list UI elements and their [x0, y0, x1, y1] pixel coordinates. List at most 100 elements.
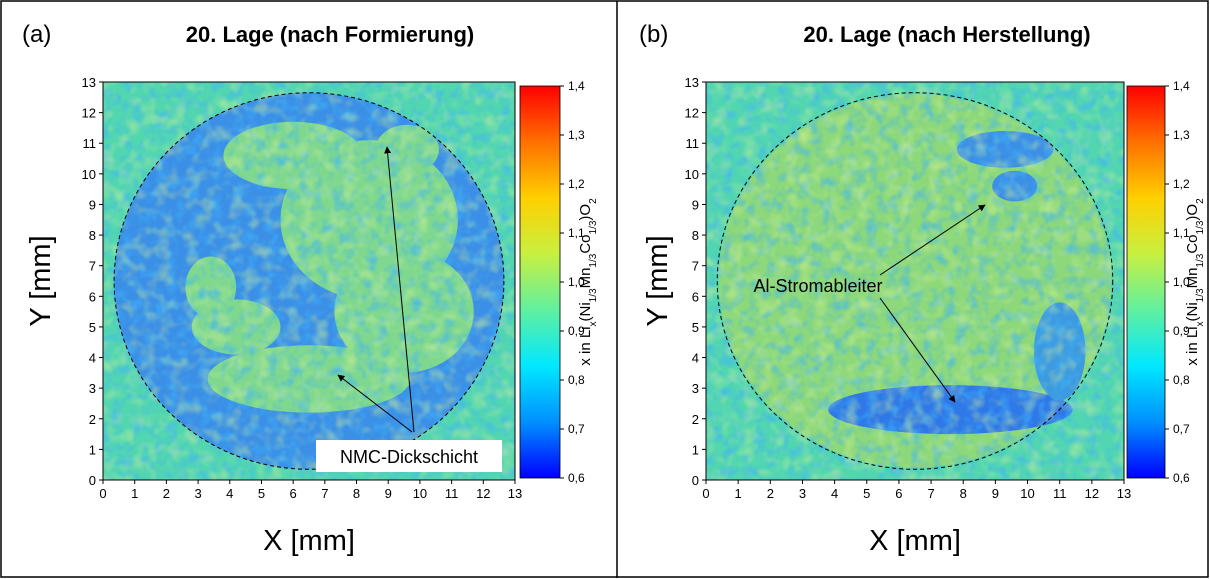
x-tick-label: 10 — [1020, 486, 1034, 501]
heatmap — [103, 82, 515, 480]
y-tick-label: 9 — [89, 197, 96, 212]
y-tick-label: 1 — [692, 442, 699, 457]
y-axis-label: Y [mm] — [642, 235, 674, 326]
x-tick-label: 6 — [895, 486, 902, 501]
plot-frame — [102, 81, 516, 481]
x-tick-label: 3 — [194, 486, 201, 501]
texture — [103, 82, 515, 480]
x-tick-label: 0 — [702, 486, 709, 501]
texture — [706, 82, 1124, 480]
annotation: Al-Stromableiter — [753, 276, 882, 296]
colorbar-tick-label: 1,0 — [1173, 275, 1190, 289]
x-tick-label: 2 — [767, 486, 774, 501]
y-tick-label: 8 — [89, 228, 96, 243]
colorbar-tick-label: 1,2 — [1173, 177, 1190, 191]
y-tick-label: 1 — [89, 442, 96, 457]
y-tick-label: 3 — [89, 381, 96, 396]
chart-title: 20. Lage (nach Formierung) — [186, 22, 475, 47]
colorbar-label-part: x in Li — [1184, 326, 1201, 365]
colorbar-tick-label: 0,9 — [568, 324, 585, 338]
colorbar-label-part: Mn — [577, 268, 594, 289]
panel-label: (a) — [22, 21, 51, 48]
colorbar-label-part: )O — [577, 204, 594, 221]
plot-frame — [705, 81, 1125, 481]
colorbar-label-part: (Ni — [1184, 302, 1201, 321]
x-tick-label: 9 — [992, 486, 999, 501]
colorbar-tick-label: 0,8 — [1173, 373, 1190, 387]
x-tick-label: 9 — [385, 486, 392, 501]
x-tick-label: 13 — [1117, 486, 1131, 501]
colorbar-label-part: 1/3 — [1195, 220, 1206, 234]
y-tick-label: 6 — [692, 289, 699, 304]
x-tick-label: 12 — [1085, 486, 1099, 501]
electrode-outline — [113, 92, 505, 470]
colorbar-label-part: Co — [577, 234, 594, 253]
arrow — [384, 146, 415, 433]
colorbar-tick-label: 0,6 — [568, 471, 585, 485]
y-tick-label: 0 — [692, 473, 699, 488]
colorbar-label-part: Mn — [1184, 268, 1201, 289]
chart-title: 20. Lage (nach Herstellung) — [803, 22, 1090, 47]
y-tick-label: 10 — [685, 167, 699, 182]
x-tick-label: 13 — [508, 486, 522, 501]
y-tick-label: 2 — [692, 412, 699, 427]
arrow — [879, 297, 956, 403]
colorbar-tick-label: 1,2 — [568, 177, 585, 191]
x-tick-label: 1 — [735, 486, 742, 501]
colorbar-label-part: 1/3 — [588, 220, 599, 234]
colorbar-label-part: 1/3 — [1195, 253, 1206, 267]
colorbar-label-part: x — [588, 321, 599, 326]
y-tick-label: 11 — [686, 136, 700, 151]
x-tick-label: 2 — [163, 486, 170, 501]
x-tick-label: 3 — [799, 486, 806, 501]
x-tick-label: 1 — [131, 486, 138, 501]
y-tick-label: 11 — [83, 136, 97, 151]
colorbar — [519, 85, 561, 479]
arrow — [879, 204, 986, 276]
y-axis-label: Y [mm] — [25, 235, 57, 326]
colorbar-tick-label: 0,6 — [1173, 471, 1190, 485]
colorbar-label-part: x — [1195, 321, 1206, 326]
colorbar-tick-label: 0,9 — [1173, 324, 1190, 338]
colorbar-tick-label: 0,7 — [1173, 422, 1190, 436]
y-tick-label: 13 — [82, 75, 96, 90]
colorbar-tick-label: 1,3 — [568, 128, 585, 142]
x-tick-label: 4 — [226, 486, 233, 501]
heatmap — [706, 82, 1124, 480]
arrow — [337, 374, 413, 433]
y-tick-label: 10 — [82, 167, 96, 182]
y-tick-label: 5 — [692, 320, 699, 335]
x-tick-label: 5 — [258, 486, 265, 501]
colorbar-label-part: 1/3 — [588, 253, 599, 267]
x-tick-label: 10 — [413, 486, 427, 501]
colorbar — [1126, 85, 1166, 479]
annotation-box — [316, 440, 502, 472]
x-tick-label: 12 — [476, 486, 490, 501]
y-tick-label: 3 — [692, 381, 699, 396]
x-tick-label: 7 — [321, 486, 328, 501]
colorbar-label-part: 1/3 — [588, 288, 599, 302]
x-tick-label: 7 — [927, 486, 934, 501]
colorbar-label-part: Co — [1184, 234, 1201, 253]
x-axis-label: X [mm] — [869, 525, 961, 557]
colorbar-tick-label: 1,4 — [568, 79, 585, 93]
x-tick-label: 8 — [960, 486, 967, 501]
colorbar-tick-label: 1,1 — [1173, 226, 1190, 240]
x-tick-label: 8 — [353, 486, 360, 501]
y-tick-label: 12 — [82, 106, 96, 121]
y-tick-label: 2 — [89, 412, 96, 427]
colorbar-tick-label: 0,7 — [568, 422, 585, 436]
colorbar-label-part: 2 — [588, 198, 599, 204]
colorbar-label-part: (Ni — [577, 302, 594, 321]
x-axis-label: X [mm] — [263, 525, 355, 557]
y-tick-label: 6 — [89, 289, 96, 304]
colorbar-tick-label: 1,0 — [568, 275, 585, 289]
x-tick-label: 6 — [290, 486, 297, 501]
colorbar-label-part: 2 — [1195, 198, 1206, 204]
y-tick-label: 4 — [692, 351, 699, 366]
x-tick-label: 11 — [1053, 486, 1067, 501]
colorbar-label-part: )O — [1184, 204, 1201, 221]
y-tick-label: 4 — [89, 351, 96, 366]
